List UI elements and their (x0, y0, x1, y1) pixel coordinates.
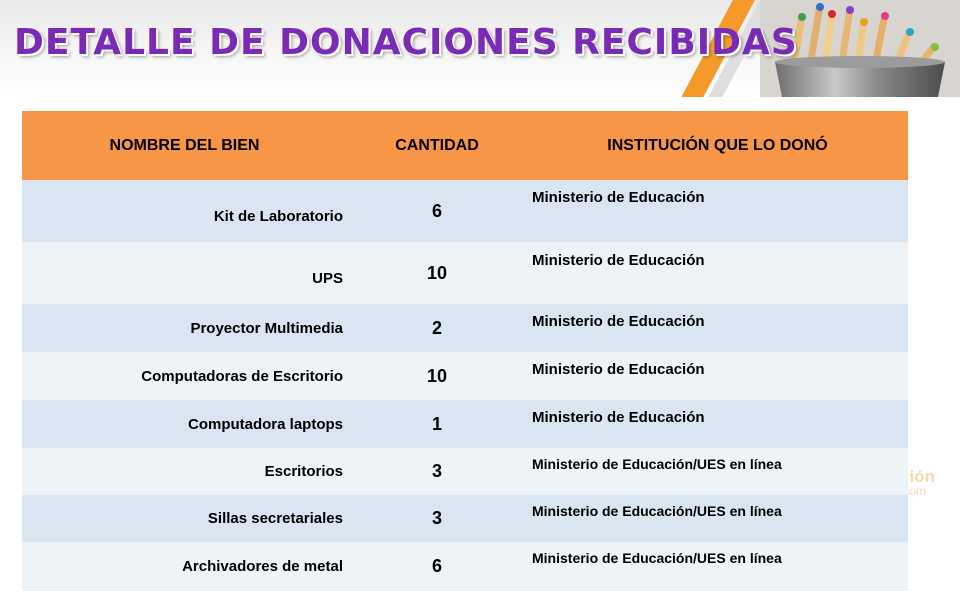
item-quantity: 2 (347, 304, 527, 352)
item-institution: Ministerio de Educación/UES en línea (527, 542, 908, 591)
item-quantity: 10 (347, 352, 527, 400)
page-title: DETALLE DE DONACIONES RECIBIDAS (14, 22, 798, 63)
table-row: Proyector Multimedia 2 Ministerio de Edu… (22, 304, 908, 352)
table-row: Computadoras de Escritorio 10 Ministerio… (22, 352, 908, 400)
item-name: Computadoras de Escritorio (22, 352, 347, 400)
item-name: Sillas secretariales (22, 495, 347, 542)
item-name: Archivadores de metal (22, 542, 347, 591)
item-institution: Ministerio de Educación (527, 400, 908, 448)
item-institution: Ministerio de Educación (527, 242, 908, 304)
item-institution: Ministerio de Educación (527, 352, 908, 400)
item-name: Escritorios (22, 448, 347, 495)
item-institution: Ministerio de Educación (527, 304, 908, 352)
table-header-row: NOMBRE DEL BIEN CANTIDAD INSTITUCIÓN QUE… (22, 111, 908, 180)
item-name: Proyector Multimedia (22, 304, 347, 352)
item-name: Computadora laptops (22, 400, 347, 448)
item-quantity: 6 (347, 542, 527, 591)
item-quantity: 6 (347, 180, 527, 242)
column-header-quantity: CANTIDAD (347, 111, 527, 180)
column-header-institution: INSTITUCIÓN QUE LO DONÓ (527, 111, 908, 180)
watermark-line1: ción (900, 467, 935, 486)
item-name: UPS (22, 242, 347, 304)
table-row: Kit de Laboratorio 6 Ministerio de Educa… (22, 180, 908, 242)
header-banner: DETALLE DE DONACIONES RECIBIDAS (0, 0, 960, 97)
pencils-cup-image (760, 0, 960, 97)
item-institution: Ministerio de Educación/UES en línea (527, 448, 908, 495)
item-quantity: 1 (347, 400, 527, 448)
column-header-name: NOMBRE DEL BIEN (22, 111, 347, 180)
donations-table: NOMBRE DEL BIEN CANTIDAD INSTITUCIÓN QUE… (22, 111, 908, 591)
item-quantity: 10 (347, 242, 527, 304)
table-row: Escritorios 3 Ministerio de Educación/UE… (22, 448, 908, 495)
table-row: UPS 10 Ministerio de Educación (22, 242, 908, 304)
table-row: Archivadores de metal 6 Ministerio de Ed… (22, 542, 908, 591)
item-name: Kit de Laboratorio (22, 180, 347, 242)
table-row: Sillas secretariales 3 Ministerio de Edu… (22, 495, 908, 542)
item-quantity: 3 (347, 448, 527, 495)
item-quantity: 3 (347, 495, 527, 542)
item-institution: Ministerio de Educación/UES en línea (527, 495, 908, 542)
table-row: Computadora laptops 1 Ministerio de Educ… (22, 400, 908, 448)
item-institution: Ministerio de Educación (527, 180, 908, 242)
